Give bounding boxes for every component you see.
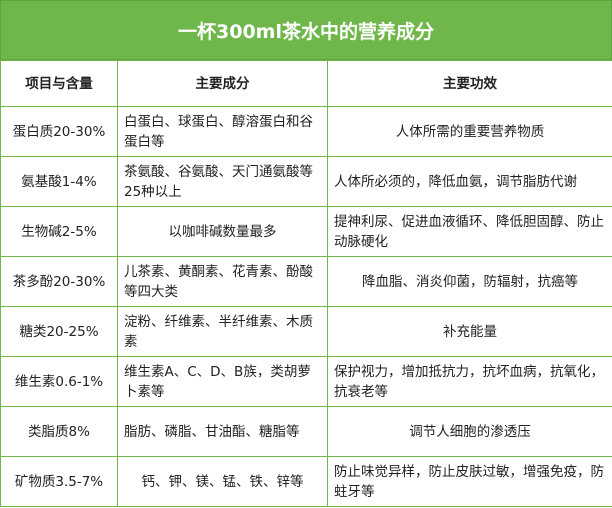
table-title: 一杯300ml茶水中的营养成分 xyxy=(0,0,612,60)
component-cell: 维生素A、C、D、B族，类胡萝卜素等 xyxy=(117,356,328,407)
component-cell: 淀粉、纤维素、半纤维素、木质素 xyxy=(117,306,328,357)
component-cell: 白蛋白、球蛋白、醇溶蛋白和谷蛋白等 xyxy=(117,106,328,157)
table-row: 矿物质3.5-7% 钙、钾、镁、锰、铁、锌等 防止味觉异样，防止皮肤过敏，增强免… xyxy=(0,456,612,507)
component-cell: 钙、钾、镁、锰、铁、锌等 xyxy=(117,456,328,507)
item-cell: 蛋白质20-30% xyxy=(0,106,118,157)
item-cell: 糖类20-25% xyxy=(0,306,118,357)
header-row: 项目与含量 主要成分 主要功效 xyxy=(0,60,612,107)
effect-cell: 人体所必须的，降低血氨，调节脂肪代谢 xyxy=(327,156,612,207)
effect-cell: 人体所需的重要营养物质 xyxy=(327,106,612,157)
nutrition-table: 项目与含量 主要成分 主要功效 蛋白质20-30% 白蛋白、球蛋白、醇溶蛋白和谷… xyxy=(0,60,612,507)
component-cell: 儿茶素、黄酮素、花青素、酚酸等四大类 xyxy=(117,256,328,307)
table-row: 氨基酸1-4% 茶氨酸、谷氨酸、天门通氨酸等25种以上 人体所必须的，降低血氨，… xyxy=(0,156,612,207)
table-row: 糖类20-25% 淀粉、纤维素、半纤维素、木质素 补充能量 xyxy=(0,306,612,357)
table-row: 蛋白质20-30% 白蛋白、球蛋白、醇溶蛋白和谷蛋白等 人体所需的重要营养物质 xyxy=(0,106,612,157)
effect-cell: 保护视力，增加抵抗力，抗坏血病，抗氧化，抗衰老等 xyxy=(327,356,612,407)
item-cell: 矿物质3.5-7% xyxy=(0,456,118,507)
table-row: 茶多酚20-30% 儿茶素、黄酮素、花青素、酚酸等四大类 降血脂、消炎仰菌，防辐… xyxy=(0,256,612,307)
item-cell: 维生素0.6-1% xyxy=(0,356,118,407)
effect-cell: 补充能量 xyxy=(327,306,612,357)
component-cell: 以咖啡碱数量最多 xyxy=(117,206,328,257)
header-effect: 主要功效 xyxy=(327,60,612,107)
item-cell: 类脂质8% xyxy=(0,406,118,457)
header-item: 项目与含量 xyxy=(0,60,118,107)
effect-cell: 防止味觉异样，防止皮肤过敏，增强免疫，防蛀牙等 xyxy=(327,456,612,507)
component-cell: 脂肪、磷脂、甘油酯、糖脂等 xyxy=(117,406,328,457)
table-row: 生物碱2-5% 以咖啡碱数量最多 提神利尿、促进血液循环、降低胆固醇、防止动脉硬… xyxy=(0,206,612,257)
table-row: 类脂质8% 脂肪、磷脂、甘油酯、糖脂等 调节人细胞的渗透压 xyxy=(0,406,612,457)
effect-cell: 提神利尿、促进血液循环、降低胆固醇、防止动脉硬化 xyxy=(327,206,612,257)
component-cell: 茶氨酸、谷氨酸、天门通氨酸等25种以上 xyxy=(117,156,328,207)
item-cell: 氨基酸1-4% xyxy=(0,156,118,207)
effect-cell: 调节人细胞的渗透压 xyxy=(327,406,612,457)
item-cell: 生物碱2-5% xyxy=(0,206,118,257)
table-row: 维生素0.6-1% 维生素A、C、D、B族，类胡萝卜素等 保护视力，增加抵抗力，… xyxy=(0,356,612,407)
header-component: 主要成分 xyxy=(117,60,328,107)
item-cell: 茶多酚20-30% xyxy=(0,256,118,307)
effect-cell: 降血脂、消炎仰菌，防辐射，抗癌等 xyxy=(327,256,612,307)
